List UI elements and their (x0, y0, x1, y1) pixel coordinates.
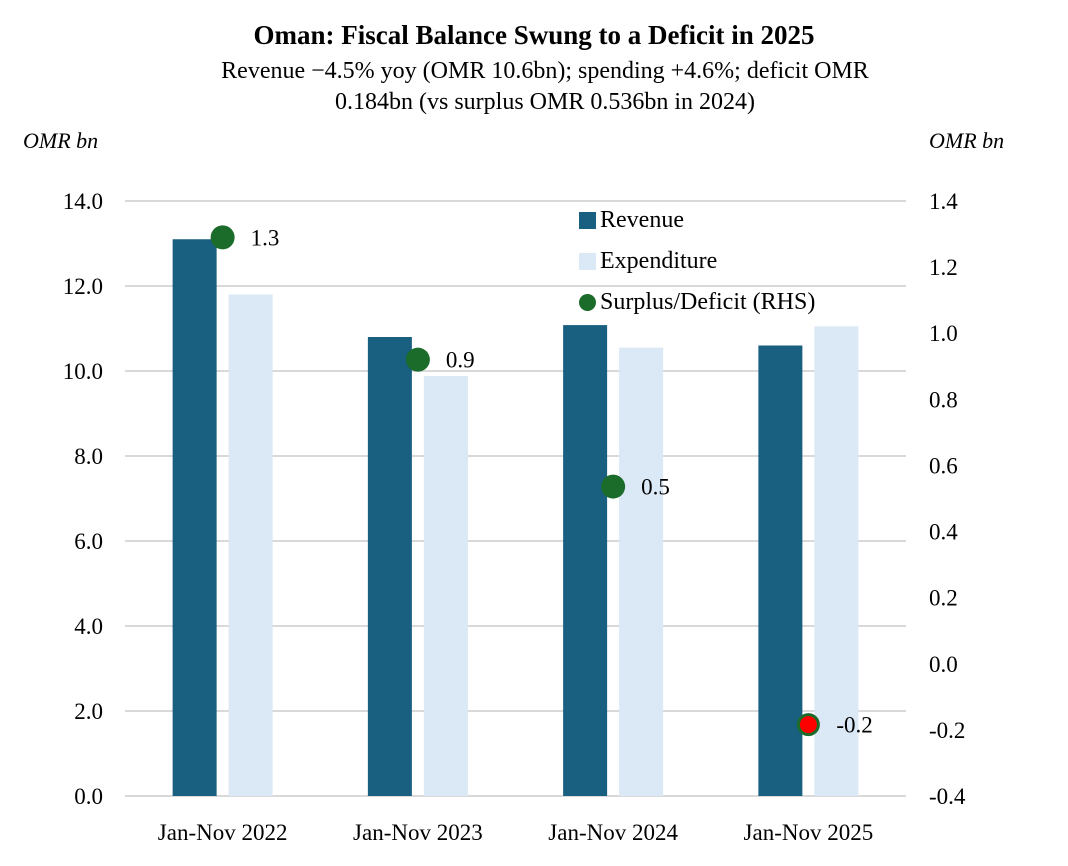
right-tick-label: 0.0 (929, 652, 958, 677)
bar-revenue (367, 337, 412, 796)
right-axis-unit: OMR bn (929, 128, 1005, 153)
legend: Revenue Expenditure Surplus/Deficit (RHS… (579, 200, 815, 323)
balance-point (210, 225, 235, 250)
left-tick-label: 0.0 (74, 784, 103, 809)
right-tick-label: 1.2 (929, 255, 958, 280)
balance-data-label: 0.9 (446, 348, 475, 373)
right-tick-label: 1.4 (929, 189, 958, 214)
right-tick-label: 0.2 (929, 586, 958, 611)
left-tick-label: 10.0 (63, 359, 103, 384)
left-tick-label: 4.0 (74, 614, 103, 639)
right-tick-label: 0.8 (929, 387, 958, 412)
legend-item-balance: Surplus/Deficit (RHS) (579, 282, 815, 323)
balance-data-label: 0.5 (641, 475, 670, 500)
chart-title: Oman: Fiscal Balance Swung to a Deficit … (253, 20, 815, 50)
left-tick-label: 2.0 (74, 699, 103, 724)
bar-expenditure (423, 376, 468, 796)
left-tick-label: 12.0 (63, 274, 103, 299)
legend-marker-balance (579, 294, 596, 311)
x-tick-label: Jan-Nov 2025 (744, 820, 874, 845)
right-tick-label: 1.0 (929, 321, 958, 346)
legend-label-revenue: Revenue (600, 207, 684, 233)
legend-label-balance: Surplus/Deficit (RHS) (600, 289, 816, 315)
balance-data-label: -0.2 (836, 713, 872, 738)
balance-point (405, 347, 430, 372)
right-tick-label: -0.4 (929, 784, 966, 809)
bar-revenue (563, 325, 608, 796)
bar-expenditure (814, 326, 859, 796)
x-tick-label: Jan-Nov 2024 (548, 820, 678, 845)
left-tick-label: 6.0 (74, 529, 103, 554)
left-tick-label: 14.0 (63, 189, 103, 214)
legend-swatch-expenditure (579, 253, 596, 270)
right-tick-label: 0.6 (929, 453, 958, 478)
balance-data-label: 1.3 (251, 225, 280, 250)
x-tick-label: Jan-Nov 2023 (353, 820, 483, 845)
legend-item-expenditure: Expenditure (579, 241, 815, 282)
legend-label-expenditure: Expenditure (600, 248, 718, 274)
bar-expenditure (619, 347, 664, 796)
chart-subtitle: Revenue −4.5% yoy (OMR 10.6bn); spending… (221, 58, 869, 115)
legend-item-revenue: Revenue (579, 200, 815, 241)
left-tick-label: 8.0 (74, 444, 103, 469)
right-tick-label: 0.4 (929, 520, 958, 545)
x-tick-label: Jan-Nov 2022 (158, 820, 288, 845)
bar-expenditure (228, 294, 273, 796)
right-tick-label: -0.2 (929, 718, 965, 743)
bar-revenue (758, 345, 803, 796)
bar-revenue (172, 239, 217, 796)
left-axis-unit: OMR bn (23, 128, 99, 153)
balance-point (796, 713, 820, 737)
balance-point (601, 474, 626, 499)
legend-swatch-revenue (579, 212, 596, 229)
